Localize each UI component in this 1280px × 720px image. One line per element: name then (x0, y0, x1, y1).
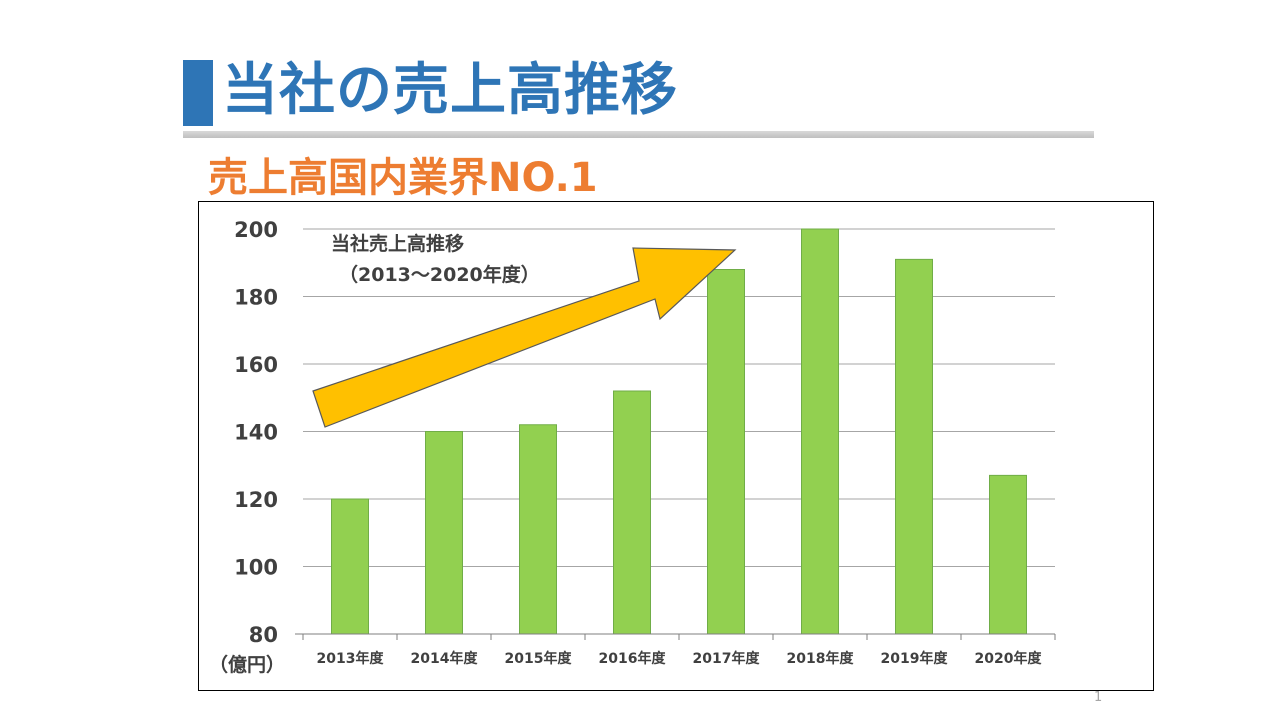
axes: 80 100 120 140 160 180 200 2013年度 2014年度 2015年度 20… (234, 218, 1056, 667)
y-tick-label: 120 (234, 488, 278, 512)
bar-2014年度 (425, 431, 463, 635)
y-tick-label: 80 (249, 623, 278, 647)
title-divider (183, 131, 1094, 138)
bar-2020年度 (989, 474, 1027, 635)
x-tick-label: 2017年度 (693, 650, 761, 667)
y-tick-label: 140 (234, 421, 278, 445)
slide-subtitle: 売上高国内業界NO.1 (208, 155, 598, 201)
annotation-line-2: （2013～2020年度） (339, 263, 540, 286)
slide-title: 当社の売上高推移 (222, 58, 678, 123)
x-tick-label: 2018年度 (787, 650, 855, 667)
bar-2016年度 (613, 390, 651, 635)
title-accent-bar (183, 60, 213, 126)
bar-2019年度 (895, 258, 933, 635)
bar-2013年度 (331, 498, 369, 635)
y-tick-label: 100 (234, 556, 278, 580)
annotation-line-1: 当社売上高推移 (331, 232, 464, 255)
trend-arrow-shape (312, 247, 737, 428)
sales-bar-chart: 80 100 120 140 160 180 200 2013年度 2014年度 2015年度 20… (209, 218, 1056, 676)
bar-2017年度 (707, 269, 745, 635)
chart-frame: 80 100 120 140 160 180 200 2013年度 2014年度 2015年度 20… (198, 201, 1154, 691)
y-tick-label: 180 (234, 286, 278, 310)
x-tick-label: 2013年度 (317, 650, 385, 667)
x-tick-label: 2014年度 (411, 650, 479, 667)
y-tick-label: 160 (234, 353, 278, 377)
x-tick-label: 2019年度 (881, 650, 949, 667)
slide-number: 1 (1094, 690, 1103, 705)
y-tick-label: 200 (234, 218, 278, 242)
bar-2018年度 (801, 228, 839, 635)
y-unit-label: （億円） (209, 653, 285, 676)
x-tick-label: 2020年度 (975, 650, 1043, 667)
x-tick-label: 2015年度 (505, 650, 573, 667)
trend-arrow (312, 247, 737, 428)
bar-2015年度 (519, 424, 557, 635)
bars (331, 228, 1027, 635)
x-tick-label: 2016年度 (599, 650, 667, 667)
